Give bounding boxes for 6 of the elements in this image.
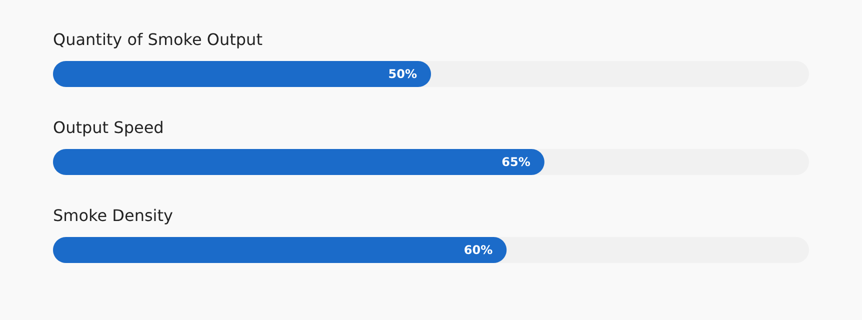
y-tick-label: Quantity of Smoke Output	[53, 30, 262, 49]
data-label: 50%	[388, 67, 417, 81]
y-tick-label: Smoke Density	[53, 206, 173, 225]
y-tick-label: Output Speed	[53, 118, 164, 137]
data-label: 60%	[464, 243, 493, 257]
data-label: 65%	[502, 155, 530, 169]
